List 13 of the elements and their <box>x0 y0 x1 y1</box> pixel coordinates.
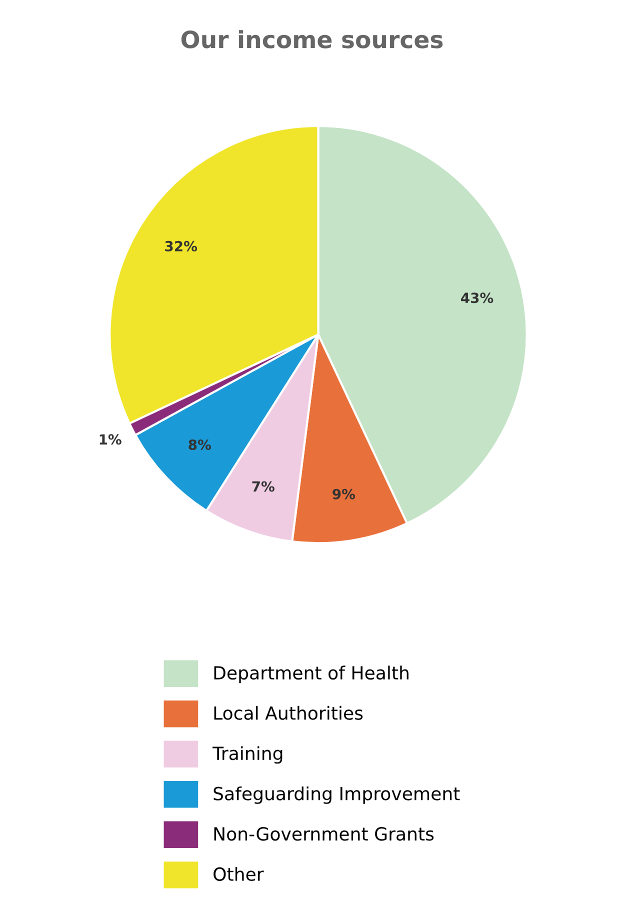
legend-label: Non-Government Grants <box>214 827 434 841</box>
legend-label: Local Authorities <box>214 706 363 720</box>
data-label: 7% <box>252 481 274 492</box>
legend-label: Training <box>212 746 282 764</box>
data-label: 43% <box>461 292 494 304</box>
legend-label: Safeguarding Improvement <box>214 786 460 804</box>
data-label: 9% <box>332 488 356 500</box>
data-label: 32% <box>165 240 198 252</box>
data-label: 8% <box>188 439 211 450</box>
data-label: 1% <box>100 434 122 445</box>
legend-label: Other <box>214 866 264 881</box>
chart-title: Our income sources <box>181 30 443 48</box>
legend-label: Department of Health <box>214 666 408 684</box>
